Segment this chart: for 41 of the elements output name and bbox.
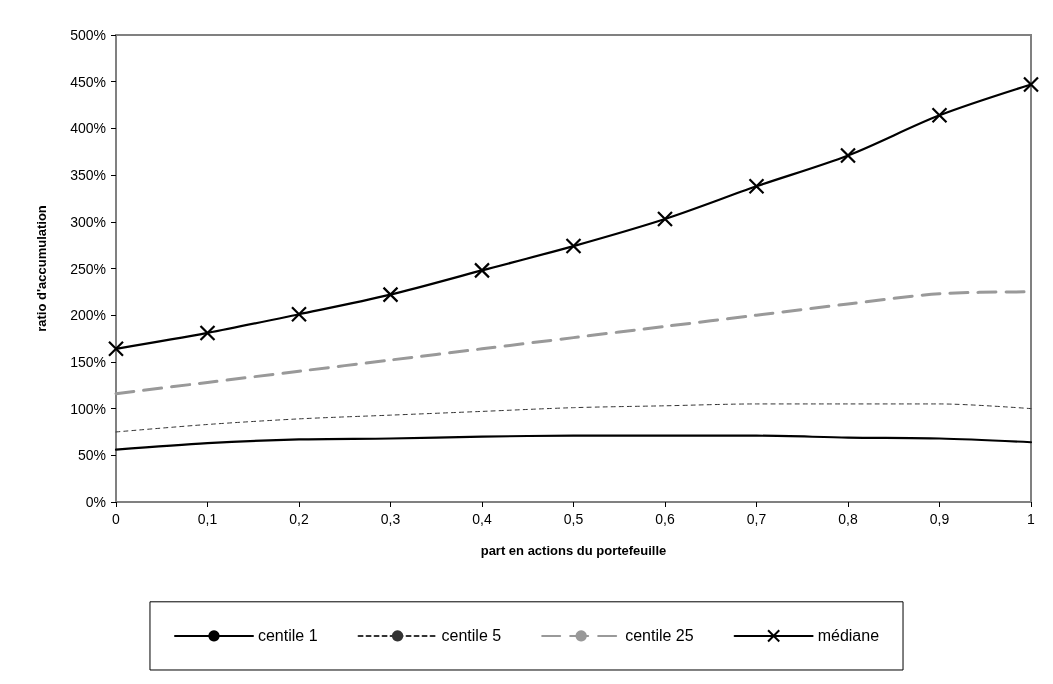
line-series (115, 403, 1032, 433)
legend-label: centile 25 (625, 627, 694, 645)
y-tick-label: 500% (70, 27, 106, 43)
x-tick-label: 0 (112, 511, 121, 527)
point (656, 210, 674, 228)
point (290, 306, 308, 323)
y-tick-label: 300% (70, 213, 106, 230)
point (1022, 76, 1040, 93)
point (473, 262, 491, 279)
x-tick-label: 0,9 (929, 511, 950, 527)
y-axis-title: ratio d'accumulation (34, 205, 49, 332)
point (382, 286, 399, 303)
x-tick-label: 0,3 (380, 511, 401, 527)
x-tick-label: 0,7 (746, 511, 767, 527)
y-tick-label: 50% (77, 447, 106, 464)
y-tick-label: 350% (70, 167, 106, 184)
x-tick-label: 0,5 (563, 511, 584, 527)
x-tick-label: 0,2 (289, 511, 309, 527)
legend-label: médiane (817, 627, 880, 645)
x-axis-title: part en actions du portefeuille (480, 543, 667, 558)
point (839, 147, 857, 164)
x-tick-label: 0,8 (838, 511, 858, 527)
point (565, 237, 582, 255)
legend-label: centile 5 (441, 627, 502, 645)
y-tick-label: 400% (70, 120, 106, 137)
x-tick-label: 0,6 (655, 511, 675, 527)
legend-label: centile 1 (257, 627, 318, 645)
line-series (114, 434, 1033, 451)
point (199, 324, 216, 342)
point (931, 107, 948, 124)
x-tick-label: 0,1 (197, 511, 218, 527)
y-tick-label: 150% (70, 353, 106, 370)
y-tick-label: 100% (70, 400, 106, 417)
y-tick-label: 450% (70, 73, 106, 90)
y-tick-label: 250% (70, 260, 106, 277)
point (107, 340, 125, 357)
y-tick-label: 0% (85, 494, 106, 510)
point (748, 178, 765, 195)
x-tick-label: 1 (1027, 511, 1036, 527)
x-tick-label: 0,4 (472, 511, 492, 527)
y-tick-label: 200% (70, 307, 106, 324)
